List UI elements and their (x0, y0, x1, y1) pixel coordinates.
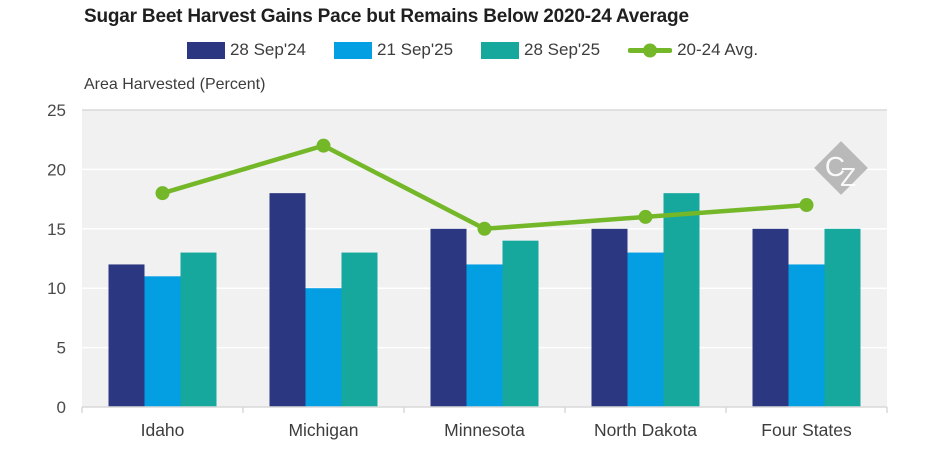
bar-four-states (752, 228, 789, 407)
avg-line-marker (799, 198, 814, 213)
avg-line-marker (477, 221, 492, 236)
y-tick-label: 20 (47, 160, 66, 179)
y-tick-label: 15 (47, 220, 66, 239)
legend-item-2: 28 Sep'25 (481, 40, 600, 60)
bar-north-dakota (627, 252, 664, 407)
bar-idaho (144, 276, 181, 407)
y-tick-label: 25 (47, 101, 66, 120)
avg-line-marker (155, 186, 170, 201)
x-tick-label: Michigan (288, 420, 358, 440)
avg-line-marker (316, 138, 331, 153)
y-axis-title: Area Harvested (Percent) (84, 76, 266, 93)
bar-four-states (824, 228, 861, 407)
bar-four-states (788, 264, 825, 407)
bar-minnesota (466, 264, 503, 407)
bar-michigan (341, 252, 378, 407)
legend-label: 28 Sep'24 (229, 40, 306, 59)
y-tick-label: 0 (57, 398, 66, 417)
bar-idaho (108, 264, 145, 407)
bar-michigan (269, 193, 306, 407)
bar-minnesota (430, 228, 467, 407)
bar-north-dakota (591, 228, 628, 407)
bar-minnesota (502, 240, 539, 407)
x-tick-label: Idaho (141, 420, 185, 440)
y-tick-label: 10 (47, 279, 66, 298)
x-tick-label: Minnesota (444, 420, 525, 440)
legend-swatch-icon (481, 41, 520, 59)
legend: 28 Sep'24 21 Sep'25 28 Sep'25 20-24 Avg. (0, 40, 945, 60)
watermark-letter-c: C (825, 151, 845, 182)
bar-michigan (305, 288, 342, 407)
legend-label: 20-24 Avg. (677, 40, 759, 59)
chart-title: Sugar Beet Harvest Gains Pace but Remain… (84, 6, 689, 27)
legend-item-0: 28 Sep'24 (186, 40, 306, 60)
avg-line-marker (638, 209, 653, 224)
legend-swatch-icon (186, 41, 225, 59)
bar-idaho (180, 252, 217, 407)
legend-swatch-icon (333, 41, 372, 59)
legend-item-1: 21 Sep'25 (333, 40, 454, 60)
bar-north-dakota (663, 193, 700, 407)
watermark-letter-z: Z (840, 162, 856, 192)
legend-label: 28 Sep'25 (524, 40, 601, 59)
legend-line-marker-icon (628, 43, 673, 57)
legend-label: 21 Sep'25 (376, 40, 454, 59)
x-tick-label: North Dakota (594, 420, 697, 440)
legend-item-3: 20-24 Avg. (628, 40, 758, 60)
y-tick-label: 5 (57, 339, 66, 358)
x-tick-label: Four States (761, 420, 852, 440)
